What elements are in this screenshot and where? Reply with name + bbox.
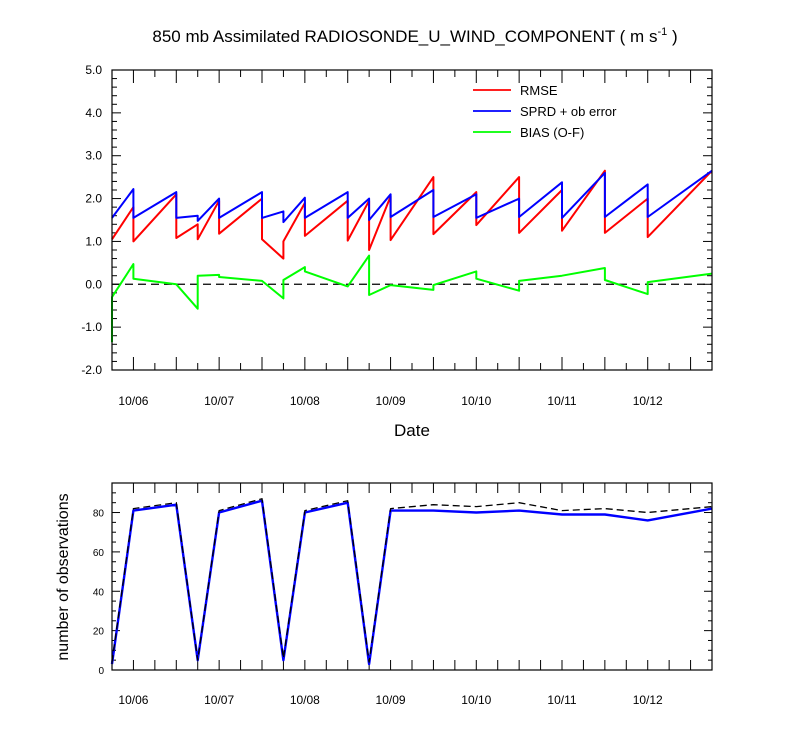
top-x-tick-label: 10/11 bbox=[547, 394, 576, 408]
bottom-x-tick-label: 10/06 bbox=[118, 693, 148, 707]
bottom-x-tick-label: 10/09 bbox=[376, 693, 406, 707]
bottom-y-tick-label: 80 bbox=[93, 509, 105, 520]
series-rmse bbox=[111, 169, 713, 260]
top-x-tick-labels: 10/06 10/07 10/08 10/09 10/10 10/11 10/12 bbox=[118, 394, 663, 408]
series-obs-used bbox=[110, 499, 713, 666]
top-y-tick-labels: -2.0 -1.0 0.0 1.0 2.0 3.0 4.0 5.0 bbox=[81, 63, 102, 377]
top-x-tick-label: 10/12 bbox=[633, 394, 663, 408]
observation-count-panel: 0 20 40 60 80 10/06 10/07 10/08 10/09 10/10 10/11… bbox=[55, 482, 713, 707]
rmse-spread-bias-panel: -2.0-1.00.01.02.03.04.05.0 10/06 10/07 10/… bbox=[81, 63, 713, 440]
top-x-tick-label: 10/10 bbox=[461, 394, 491, 408]
bottom-y-tick-label: 40 bbox=[93, 587, 105, 598]
top-plot-frame bbox=[111, 69, 713, 371]
legend: RMSE SPRD + ob error BIAS (O-F) bbox=[473, 83, 617, 140]
bottom-x-tick-labels: 10/06 10/07 10/08 10/09 10/10 10/11 10/12 bbox=[118, 693, 663, 707]
top-series-group bbox=[111, 169, 713, 343]
series-sprd-ob-error bbox=[111, 169, 713, 224]
top-x-tick-label: 10/07 bbox=[204, 394, 234, 408]
bottom-plot-frame bbox=[111, 482, 713, 671]
bottom-y-axis-label: number of observations bbox=[55, 493, 72, 660]
bottom-x-tick-label: 10/08 bbox=[290, 693, 320, 707]
bottom-series-group bbox=[110, 498, 713, 666]
top-y-tick-label: 4.0 bbox=[85, 106, 102, 120]
series-bias-o-f bbox=[111, 254, 713, 343]
legend-sprd-label: SPRD + ob error bbox=[520, 104, 617, 119]
chart-title: 850 mb Assimilated RADIOSONDE_U_WIND_COM… bbox=[152, 26, 677, 46]
top-y-tick-label: 0.0 bbox=[85, 277, 102, 291]
top-x-tick-label: 10/08 bbox=[290, 394, 320, 408]
x-axis-label: Date bbox=[394, 421, 430, 440]
legend-rmse-label: RMSE bbox=[520, 83, 558, 98]
top-y-tick-label: -1.0 bbox=[81, 320, 102, 334]
top-y-tick-label: 2.0 bbox=[85, 192, 102, 206]
top-y-tick-label: -2.0 bbox=[81, 363, 102, 377]
top-axis-ticks bbox=[111, 69, 713, 371]
legend-bias-label: BIAS (O-F) bbox=[520, 125, 584, 140]
bottom-x-tick-label: 10/07 bbox=[204, 693, 234, 707]
bottom-y-tick-label: 60 bbox=[93, 548, 105, 559]
top-y-tick-label: 3.0 bbox=[85, 149, 102, 163]
bottom-x-tick-label: 10/12 bbox=[633, 693, 663, 707]
top-x-tick-label: 10/09 bbox=[376, 394, 406, 408]
top-y-tick-label: 1.0 bbox=[85, 234, 102, 248]
top-x-tick-label: 10/06 bbox=[118, 394, 148, 408]
bottom-x-tick-label: 10/10 bbox=[461, 693, 491, 707]
bottom-y-tick-label: 20 bbox=[93, 627, 105, 638]
bottom-x-tick-label: 10/11 bbox=[547, 693, 576, 707]
bottom-y-tick-label: 0 bbox=[98, 666, 104, 677]
top-y-tick-label: 5.0 bbox=[85, 63, 102, 77]
series-obs-possible bbox=[111, 498, 713, 663]
bottom-y-tick-labels: 0 20 40 60 80 bbox=[93, 509, 105, 677]
